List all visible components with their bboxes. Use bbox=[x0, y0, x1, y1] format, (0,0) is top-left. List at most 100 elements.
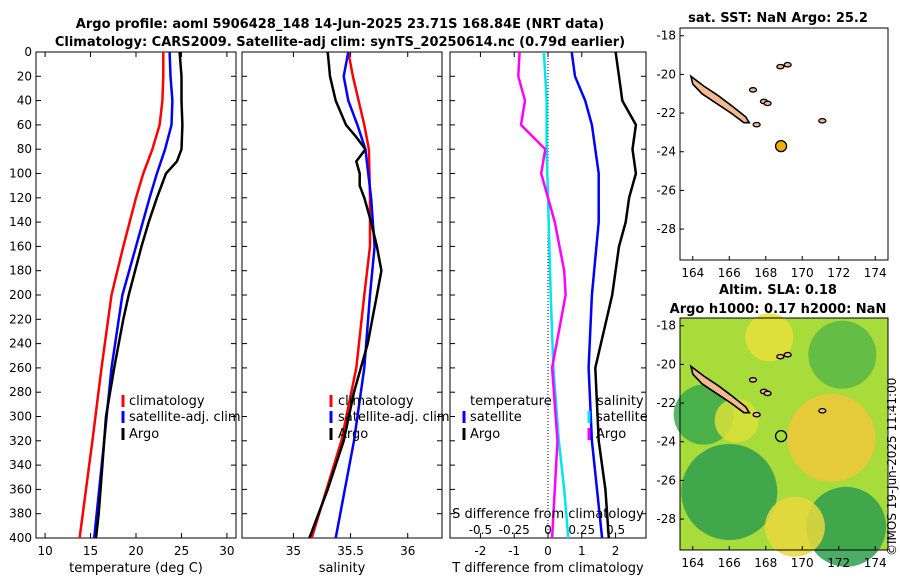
y-tick-label: -18 bbox=[656, 29, 676, 43]
plot-frame bbox=[35, 51, 237, 539]
loyalty-island bbox=[776, 63, 785, 70]
x-tick-label: 166 bbox=[718, 556, 741, 570]
x-tick-label: 20 bbox=[128, 544, 143, 558]
difference-top-xlabel: S difference from climatology bbox=[452, 507, 644, 522]
y-tick-label: -24 bbox=[656, 435, 676, 449]
x-tick-label: 2 bbox=[612, 544, 620, 558]
legend-t-argo: Argo bbox=[470, 427, 500, 442]
x-tick-label: 164 bbox=[681, 266, 704, 280]
sst-map-panel: 164 166 168 170 172 174 -18 -20 -22 -24 -26 -28 bbox=[656, 27, 889, 280]
series-line-argo bbox=[94, 51, 184, 539]
series-line-satellite-adj-clim bbox=[334, 51, 376, 539]
difference-legend: temperature satellite Argo salinity sate… bbox=[462, 394, 648, 442]
y-tick-label: 200 bbox=[9, 288, 32, 302]
y-tick-label: -24 bbox=[656, 145, 676, 159]
top-tick-label: 0 bbox=[544, 523, 552, 537]
sla-anomaly-patch bbox=[745, 313, 794, 362]
y-tick-label: 220 bbox=[9, 312, 32, 326]
x-tick-label: 36 bbox=[400, 544, 415, 558]
plot-frame bbox=[241, 51, 443, 539]
x-tick-label: 174 bbox=[864, 556, 887, 570]
sla-anomaly-patch bbox=[681, 444, 778, 540]
loyalty-island bbox=[763, 390, 772, 397]
temperature-legend: climatology satellite-adj. clim Argo bbox=[121, 394, 241, 442]
y-tick-label: -26 bbox=[656, 473, 676, 487]
legend-s-satellite: satellite bbox=[596, 410, 648, 425]
top-tick-label: 0.5 bbox=[606, 523, 625, 537]
argo-float-marker bbox=[774, 429, 788, 443]
difference-panel: -2 -1 0 1 2 -0.5 -0.25 0 0.25 0.5 bbox=[449, 51, 647, 558]
x-tick-label: 164 bbox=[681, 556, 704, 570]
y-tick-label: -28 bbox=[656, 512, 676, 526]
loyalty-island bbox=[752, 411, 761, 418]
y-tick-label: 140 bbox=[9, 215, 32, 229]
y-tick-label: -22 bbox=[656, 396, 676, 410]
sla-map-title-line1: Altim. SLA: 0.18 bbox=[719, 283, 837, 298]
y-tick-label: -22 bbox=[656, 106, 676, 120]
legend-argo: Argo bbox=[129, 427, 159, 442]
y-tick-label: 20 bbox=[17, 69, 32, 83]
y-tick-label: -26 bbox=[656, 183, 676, 197]
salinity-legend: climatology satellite-adj. clim Argo bbox=[329, 394, 450, 442]
loyalty-island bbox=[752, 121, 761, 128]
y-tick-label: 380 bbox=[9, 507, 32, 521]
y-tick-label: 300 bbox=[9, 410, 32, 424]
series-line-temperature-argo bbox=[594, 51, 638, 539]
salinity-panel: 35 35.5 36 bbox=[241, 51, 443, 558]
y-tick-label: -18 bbox=[656, 319, 676, 333]
temperature-panel: 10 15 20 25 30020406080100120140160180200220… bbox=[9, 45, 237, 558]
y-tick-label: 240 bbox=[9, 337, 32, 351]
series-line-climatology bbox=[78, 52, 165, 539]
map-frame bbox=[679, 317, 889, 551]
y-tick-label: 340 bbox=[9, 458, 32, 472]
y-tick-label: 320 bbox=[9, 434, 32, 448]
y-tick-label: -20 bbox=[656, 357, 676, 371]
y-tick-label: 40 bbox=[17, 94, 32, 108]
x-tick-label: -2 bbox=[474, 544, 486, 558]
salinity-xlabel: salinity bbox=[319, 561, 366, 576]
x-tick-label: 170 bbox=[791, 556, 814, 570]
imos-credit: ©IMOS 19-Jun-2025 11:41:00 bbox=[885, 377, 899, 556]
y-tick-label: -28 bbox=[656, 222, 676, 236]
sla-anomaly-patch bbox=[787, 393, 876, 482]
x-tick-label: 35 bbox=[286, 544, 301, 558]
x-tick-label: 166 bbox=[718, 266, 741, 280]
x-tick-label: -1 bbox=[508, 544, 520, 558]
legend-t-satellite: satellite bbox=[470, 410, 522, 425]
x-tick-label: 25 bbox=[174, 544, 189, 558]
legend-satellite: satellite-adj. clim bbox=[129, 410, 241, 425]
sla-map-title-line2: Argo h1000: 0.17 h2000: NaN bbox=[670, 302, 887, 317]
sst-map-title: sat. SST: NaN Argo: 25.2 bbox=[688, 11, 868, 26]
y-tick-label: -20 bbox=[656, 67, 676, 81]
x-tick-label: 15 bbox=[83, 544, 98, 558]
legend-climatology: climatology bbox=[338, 394, 414, 409]
legend-climatology: climatology bbox=[129, 394, 205, 409]
loyalty-island bbox=[748, 377, 758, 383]
legend-salinity-heading: salinity bbox=[597, 394, 644, 409]
new-caledonia-island bbox=[689, 364, 751, 414]
y-tick-label: 400 bbox=[9, 531, 32, 545]
top-tick-label: -0.25 bbox=[499, 523, 530, 537]
loyalty-island bbox=[818, 117, 827, 124]
legend-argo: Argo bbox=[338, 427, 368, 442]
sla-anomaly-patch bbox=[806, 486, 887, 567]
y-tick-label: 280 bbox=[9, 385, 32, 399]
x-tick-label: 30 bbox=[219, 544, 234, 558]
x-tick-label: 0 bbox=[544, 544, 552, 558]
y-tick-label: 0 bbox=[24, 45, 32, 59]
new-caledonia-island bbox=[689, 74, 751, 124]
y-tick-label: 260 bbox=[9, 361, 32, 375]
map-frame bbox=[679, 27, 889, 261]
loyalty-island bbox=[748, 87, 758, 93]
y-tick-label: 360 bbox=[9, 482, 32, 496]
legend-temperature-heading: temperature bbox=[470, 394, 552, 409]
loyalty-island bbox=[818, 407, 827, 414]
sla-anomaly-patch bbox=[764, 496, 825, 557]
sla-anomaly-patch bbox=[808, 320, 877, 389]
series-line-satellite-adj-clim bbox=[92, 51, 174, 539]
loyalty-island bbox=[783, 61, 792, 68]
loyalty-island bbox=[776, 353, 785, 360]
sla-map-panel: 164 166 168 170 172 174 -18 -20 -22 -24 -26 -28 bbox=[656, 313, 889, 570]
y-tick-label: 180 bbox=[9, 264, 32, 278]
